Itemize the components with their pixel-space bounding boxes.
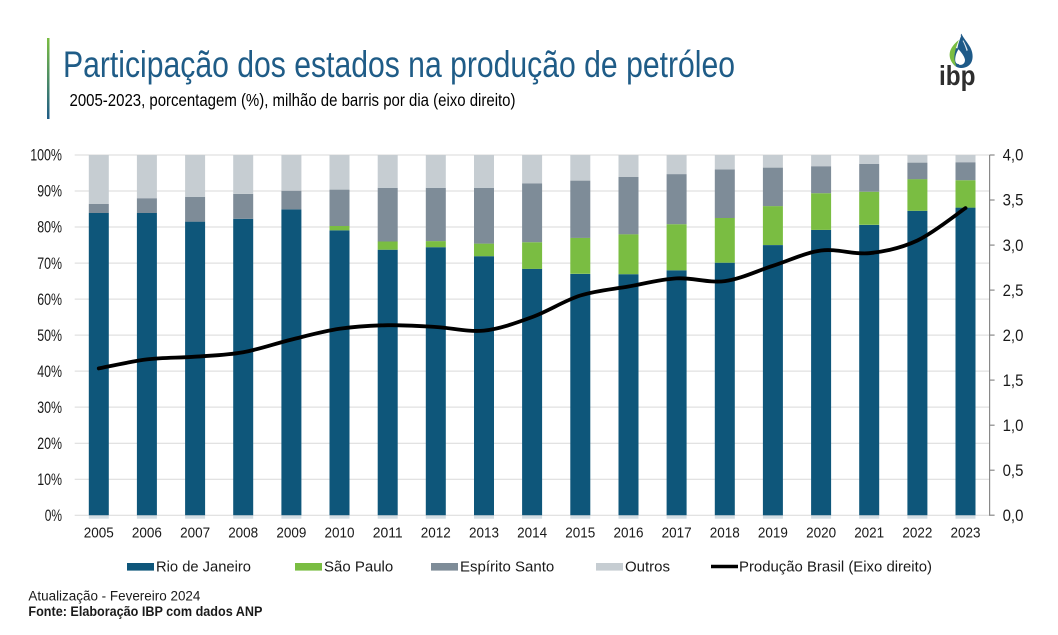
svg-text:0%: 0%: [45, 507, 63, 525]
svg-text:80%: 80%: [37, 219, 62, 237]
svg-text:2005: 2005: [84, 525, 114, 542]
svg-text:70%: 70%: [37, 255, 62, 273]
svg-text:Participação dos estados na pr: Participação dos estados na produção de …: [63, 44, 735, 85]
svg-text:2011: 2011: [373, 525, 403, 542]
svg-text:3,5: 3,5: [1003, 192, 1024, 210]
svg-text:Fonte: Elaboração IBP com dado: Fonte: Elaboração IBP com dados ANP: [28, 604, 262, 619]
svg-text:2015: 2015: [565, 525, 595, 542]
svg-text:ibp: ibp: [939, 60, 976, 91]
svg-text:10%: 10%: [37, 471, 62, 489]
svg-text:2007: 2007: [180, 525, 210, 542]
svg-text:Outros: Outros: [625, 558, 670, 575]
svg-text:2018: 2018: [710, 525, 740, 542]
svg-text:Atualização - Fevereiro 2024: Atualização - Fevereiro 2024: [28, 589, 200, 604]
svg-text:0,5: 0,5: [1003, 462, 1024, 480]
svg-text:20%: 20%: [37, 435, 62, 453]
svg-text:2009: 2009: [276, 525, 306, 542]
svg-text:2008: 2008: [228, 525, 258, 542]
svg-text:2,0: 2,0: [1003, 327, 1024, 345]
svg-text:1,5: 1,5: [1003, 372, 1024, 390]
svg-text:1,0: 1,0: [1003, 417, 1024, 435]
svg-text:100%: 100%: [30, 147, 62, 165]
svg-text:2006: 2006: [132, 525, 162, 542]
svg-text:2012: 2012: [421, 525, 451, 542]
svg-text:Espírito Santo: Espírito Santo: [460, 558, 554, 575]
svg-text:2022: 2022: [902, 525, 932, 542]
svg-text:2013: 2013: [469, 525, 499, 542]
svg-text:2014: 2014: [517, 525, 547, 542]
svg-text:60%: 60%: [37, 291, 62, 309]
svg-text:2,5: 2,5: [1003, 282, 1024, 300]
svg-text:2019: 2019: [758, 525, 788, 542]
svg-text:50%: 50%: [37, 327, 62, 345]
svg-text:2016: 2016: [614, 525, 644, 542]
svg-text:Rio de Janeiro: Rio de Janeiro: [156, 558, 251, 575]
svg-text:2023: 2023: [951, 525, 981, 542]
svg-text:2017: 2017: [662, 525, 692, 542]
svg-text:40%: 40%: [37, 363, 62, 381]
svg-text:2010: 2010: [325, 525, 355, 542]
svg-text:30%: 30%: [37, 399, 62, 417]
svg-text:2005-2023, porcentagem (%), mi: 2005-2023, porcentagem (%), milhão de ba…: [70, 90, 516, 110]
svg-text:0,0: 0,0: [1003, 507, 1024, 525]
svg-text:2020: 2020: [806, 525, 836, 542]
svg-text:4,0: 4,0: [1003, 147, 1024, 165]
svg-text:3,0: 3,0: [1003, 237, 1024, 255]
svg-text:90%: 90%: [37, 183, 62, 201]
svg-text:2021: 2021: [854, 525, 884, 542]
svg-text:São Paulo: São Paulo: [324, 558, 393, 575]
svg-text:Produção Brasil (Eixo direito): Produção Brasil (Eixo direito): [739, 558, 932, 575]
